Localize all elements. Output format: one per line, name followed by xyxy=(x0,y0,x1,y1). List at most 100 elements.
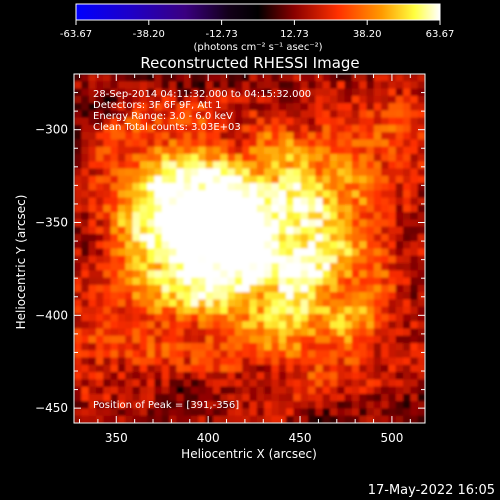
heatmap-cell xyxy=(125,270,134,279)
heatmap-cell xyxy=(329,95,338,104)
heatmap-cell xyxy=(183,321,192,330)
heatmap-cell xyxy=(359,124,368,133)
heatmap-cell xyxy=(403,95,411,104)
heatmap-cell xyxy=(183,139,192,148)
heatmap-cell xyxy=(351,110,360,119)
heatmap-cell xyxy=(373,117,382,126)
heatmap-cell xyxy=(249,233,258,242)
heatmap-cell xyxy=(359,343,368,351)
heatmap-cell xyxy=(278,321,287,330)
heatmap-cell xyxy=(183,415,192,423)
heatmap-cell xyxy=(417,263,425,271)
heatmap-cell xyxy=(395,393,404,402)
heatmap-cell xyxy=(351,321,360,330)
heatmap-cell xyxy=(132,321,141,330)
heatmap-cell xyxy=(176,110,185,119)
heatmap-cell xyxy=(329,183,338,191)
heatmap-cell xyxy=(227,233,236,242)
heatmap-cell xyxy=(125,241,134,250)
heatmap-cell xyxy=(154,393,163,402)
heatmap-cell xyxy=(74,233,82,242)
heatmap-cell xyxy=(95,88,104,97)
heatmap-cell xyxy=(198,197,207,206)
heatmap-cell xyxy=(147,110,156,119)
heatmap-cell xyxy=(256,74,265,82)
heatmap-cell xyxy=(110,401,119,410)
heatmap-cell xyxy=(110,277,119,286)
heatmap-cell xyxy=(74,132,82,141)
heatmap-cell xyxy=(359,350,368,359)
heatmap-cell xyxy=(329,277,338,286)
heatmap-cell xyxy=(359,386,368,395)
heatmap-cell xyxy=(329,393,338,402)
heatmap-cell xyxy=(271,241,280,250)
heatmap-cell xyxy=(329,270,338,279)
heatmap-cell xyxy=(88,124,97,133)
heatmap-cell xyxy=(278,190,287,199)
heatmap-cell xyxy=(227,204,236,213)
heatmap-cell xyxy=(271,110,280,119)
heatmap-cell xyxy=(125,175,134,184)
heatmap-cell xyxy=(212,124,221,133)
heatmap-cell xyxy=(139,270,148,279)
heatmap-cell xyxy=(351,183,360,191)
heatmap-cell xyxy=(176,393,185,402)
heatmap-cell xyxy=(176,117,185,126)
heatmap-cell xyxy=(74,284,82,293)
heatmap-cell xyxy=(117,321,126,330)
heatmap-cell xyxy=(132,132,141,141)
heatmap-cell xyxy=(81,321,90,330)
heatmap-cell xyxy=(337,233,346,242)
heatmap-cell xyxy=(183,88,192,97)
heatmap-cell xyxy=(322,364,331,373)
heatmap-cell xyxy=(388,95,397,104)
heatmap-cell xyxy=(191,277,199,286)
heatmap-cell xyxy=(395,161,404,170)
heatmap-cell xyxy=(264,335,273,344)
heatmap-cell xyxy=(308,117,316,126)
heatmap-cell xyxy=(315,183,324,191)
heatmap-cell xyxy=(271,313,280,322)
heatmap-cell xyxy=(242,284,251,293)
heatmap-cell xyxy=(403,183,411,191)
heatmap-cell xyxy=(293,226,302,235)
heatmap-cell xyxy=(220,292,229,300)
heatmap-cell xyxy=(286,386,294,395)
heatmap-cell xyxy=(154,117,163,126)
heatmap-cell xyxy=(147,292,156,300)
heatmap-cell xyxy=(344,74,353,82)
heatmap-cell xyxy=(417,328,425,337)
heatmap-cell xyxy=(344,190,353,199)
heatmap-cell xyxy=(103,255,112,264)
heatmap-cell xyxy=(344,132,353,141)
heatmap-cell xyxy=(81,219,90,228)
heatmap-cell xyxy=(234,219,243,228)
heatmap-cell xyxy=(147,74,156,82)
heatmap-cell xyxy=(234,161,243,170)
heatmap-cell xyxy=(395,292,404,300)
heatmap-cell xyxy=(125,284,134,293)
heatmap-cell xyxy=(337,255,346,264)
heatmap-cell xyxy=(300,372,309,380)
heatmap-cell xyxy=(403,168,411,177)
heatmap-cell xyxy=(161,139,170,148)
heatmap-cell xyxy=(315,321,324,330)
heatmap-cell xyxy=(278,306,287,315)
heatmap-cell xyxy=(139,190,148,199)
heatmap-cell xyxy=(351,168,360,177)
heatmap-cell xyxy=(395,139,404,148)
heatmap-cell xyxy=(132,161,141,170)
heatmap-cell xyxy=(308,335,316,344)
heatmap-cell xyxy=(212,350,221,359)
heatmap-cell xyxy=(264,321,273,330)
heatmap-cell xyxy=(125,132,134,141)
heatmap-cell xyxy=(227,241,236,250)
heatmap-cell xyxy=(117,306,126,315)
heatmap-cell xyxy=(395,386,404,395)
heatmap-cell xyxy=(110,139,119,148)
heatmap-cell xyxy=(154,139,163,148)
heatmap-cell xyxy=(344,379,353,388)
heatmap-cell xyxy=(249,292,258,300)
heatmap-cell xyxy=(154,183,163,191)
heatmap-cell xyxy=(359,393,368,402)
